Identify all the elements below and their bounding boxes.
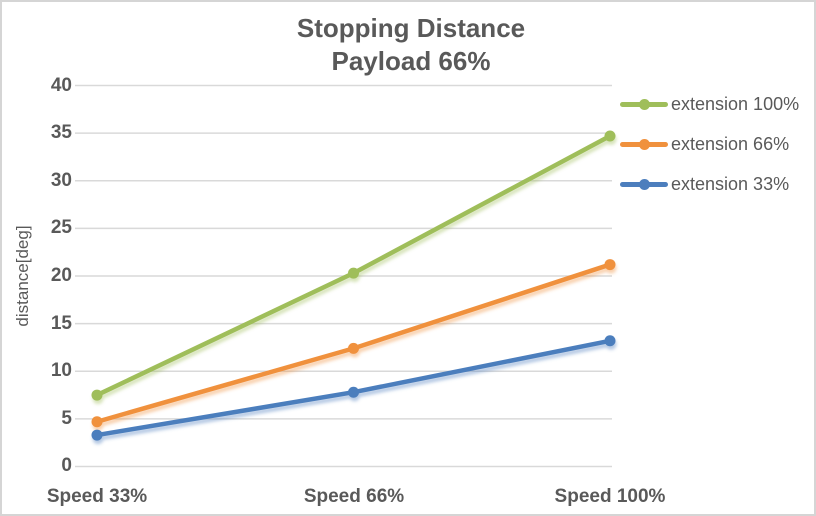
legend-dot-icon bbox=[638, 98, 650, 110]
legend-label: extension 66% bbox=[671, 133, 790, 154]
series-extension-33- bbox=[91, 335, 616, 441]
data-point-marker bbox=[348, 267, 359, 279]
x-label-speed-66: Speed 66% bbox=[303, 486, 405, 507]
y-tick-label-10: 10 bbox=[50, 360, 72, 381]
legend-dot-icon bbox=[638, 138, 650, 150]
data-point-marker bbox=[348, 386, 359, 398]
y-tick-label-30: 30 bbox=[50, 170, 72, 191]
y-tick-label-15: 15 bbox=[50, 313, 72, 334]
x-label-speed-100: Speed 100% bbox=[554, 486, 666, 507]
data-point-marker bbox=[604, 335, 616, 347]
data-point-marker bbox=[91, 416, 103, 428]
series-extension-66- bbox=[91, 259, 616, 428]
data-point-marker bbox=[348, 342, 359, 354]
legend-dot-icon bbox=[638, 178, 650, 190]
y-tick-label-5: 5 bbox=[61, 408, 72, 429]
legend-marker-icon bbox=[620, 90, 668, 118]
y-axis-title: distance[deg] bbox=[13, 225, 32, 327]
y-tick-label-0: 0 bbox=[61, 455, 72, 476]
y-tick-label-40: 40 bbox=[50, 75, 72, 96]
y-tick-label-35: 35 bbox=[50, 122, 72, 143]
legend-item-extension-33: extension 33% bbox=[620, 170, 789, 198]
legend-marker-icon bbox=[620, 170, 668, 198]
legend-label: extension 100% bbox=[671, 93, 800, 114]
legend-item-extension-100: extension 100% bbox=[620, 90, 799, 118]
legend-label: extension 33% bbox=[671, 173, 790, 194]
chart-title: Stopping Distance Payload 66% bbox=[111, 12, 711, 78]
legend-item-extension-66: extension 66% bbox=[620, 130, 789, 158]
data-point-marker bbox=[604, 259, 616, 271]
x-label-speed-33: Speed 33% bbox=[46, 486, 148, 507]
series-extension-100- bbox=[91, 130, 616, 401]
chart-title-line1: Stopping Distance bbox=[296, 13, 526, 43]
y-tick-label-20: 20 bbox=[50, 265, 72, 286]
legend-marker-icon bbox=[620, 130, 668, 158]
data-point-marker bbox=[91, 429, 103, 441]
data-point-marker bbox=[91, 389, 103, 401]
chart-title-line2: Payload 66% bbox=[331, 46, 491, 76]
y-tick-label-25: 25 bbox=[50, 217, 72, 238]
data-point-marker bbox=[604, 130, 616, 142]
